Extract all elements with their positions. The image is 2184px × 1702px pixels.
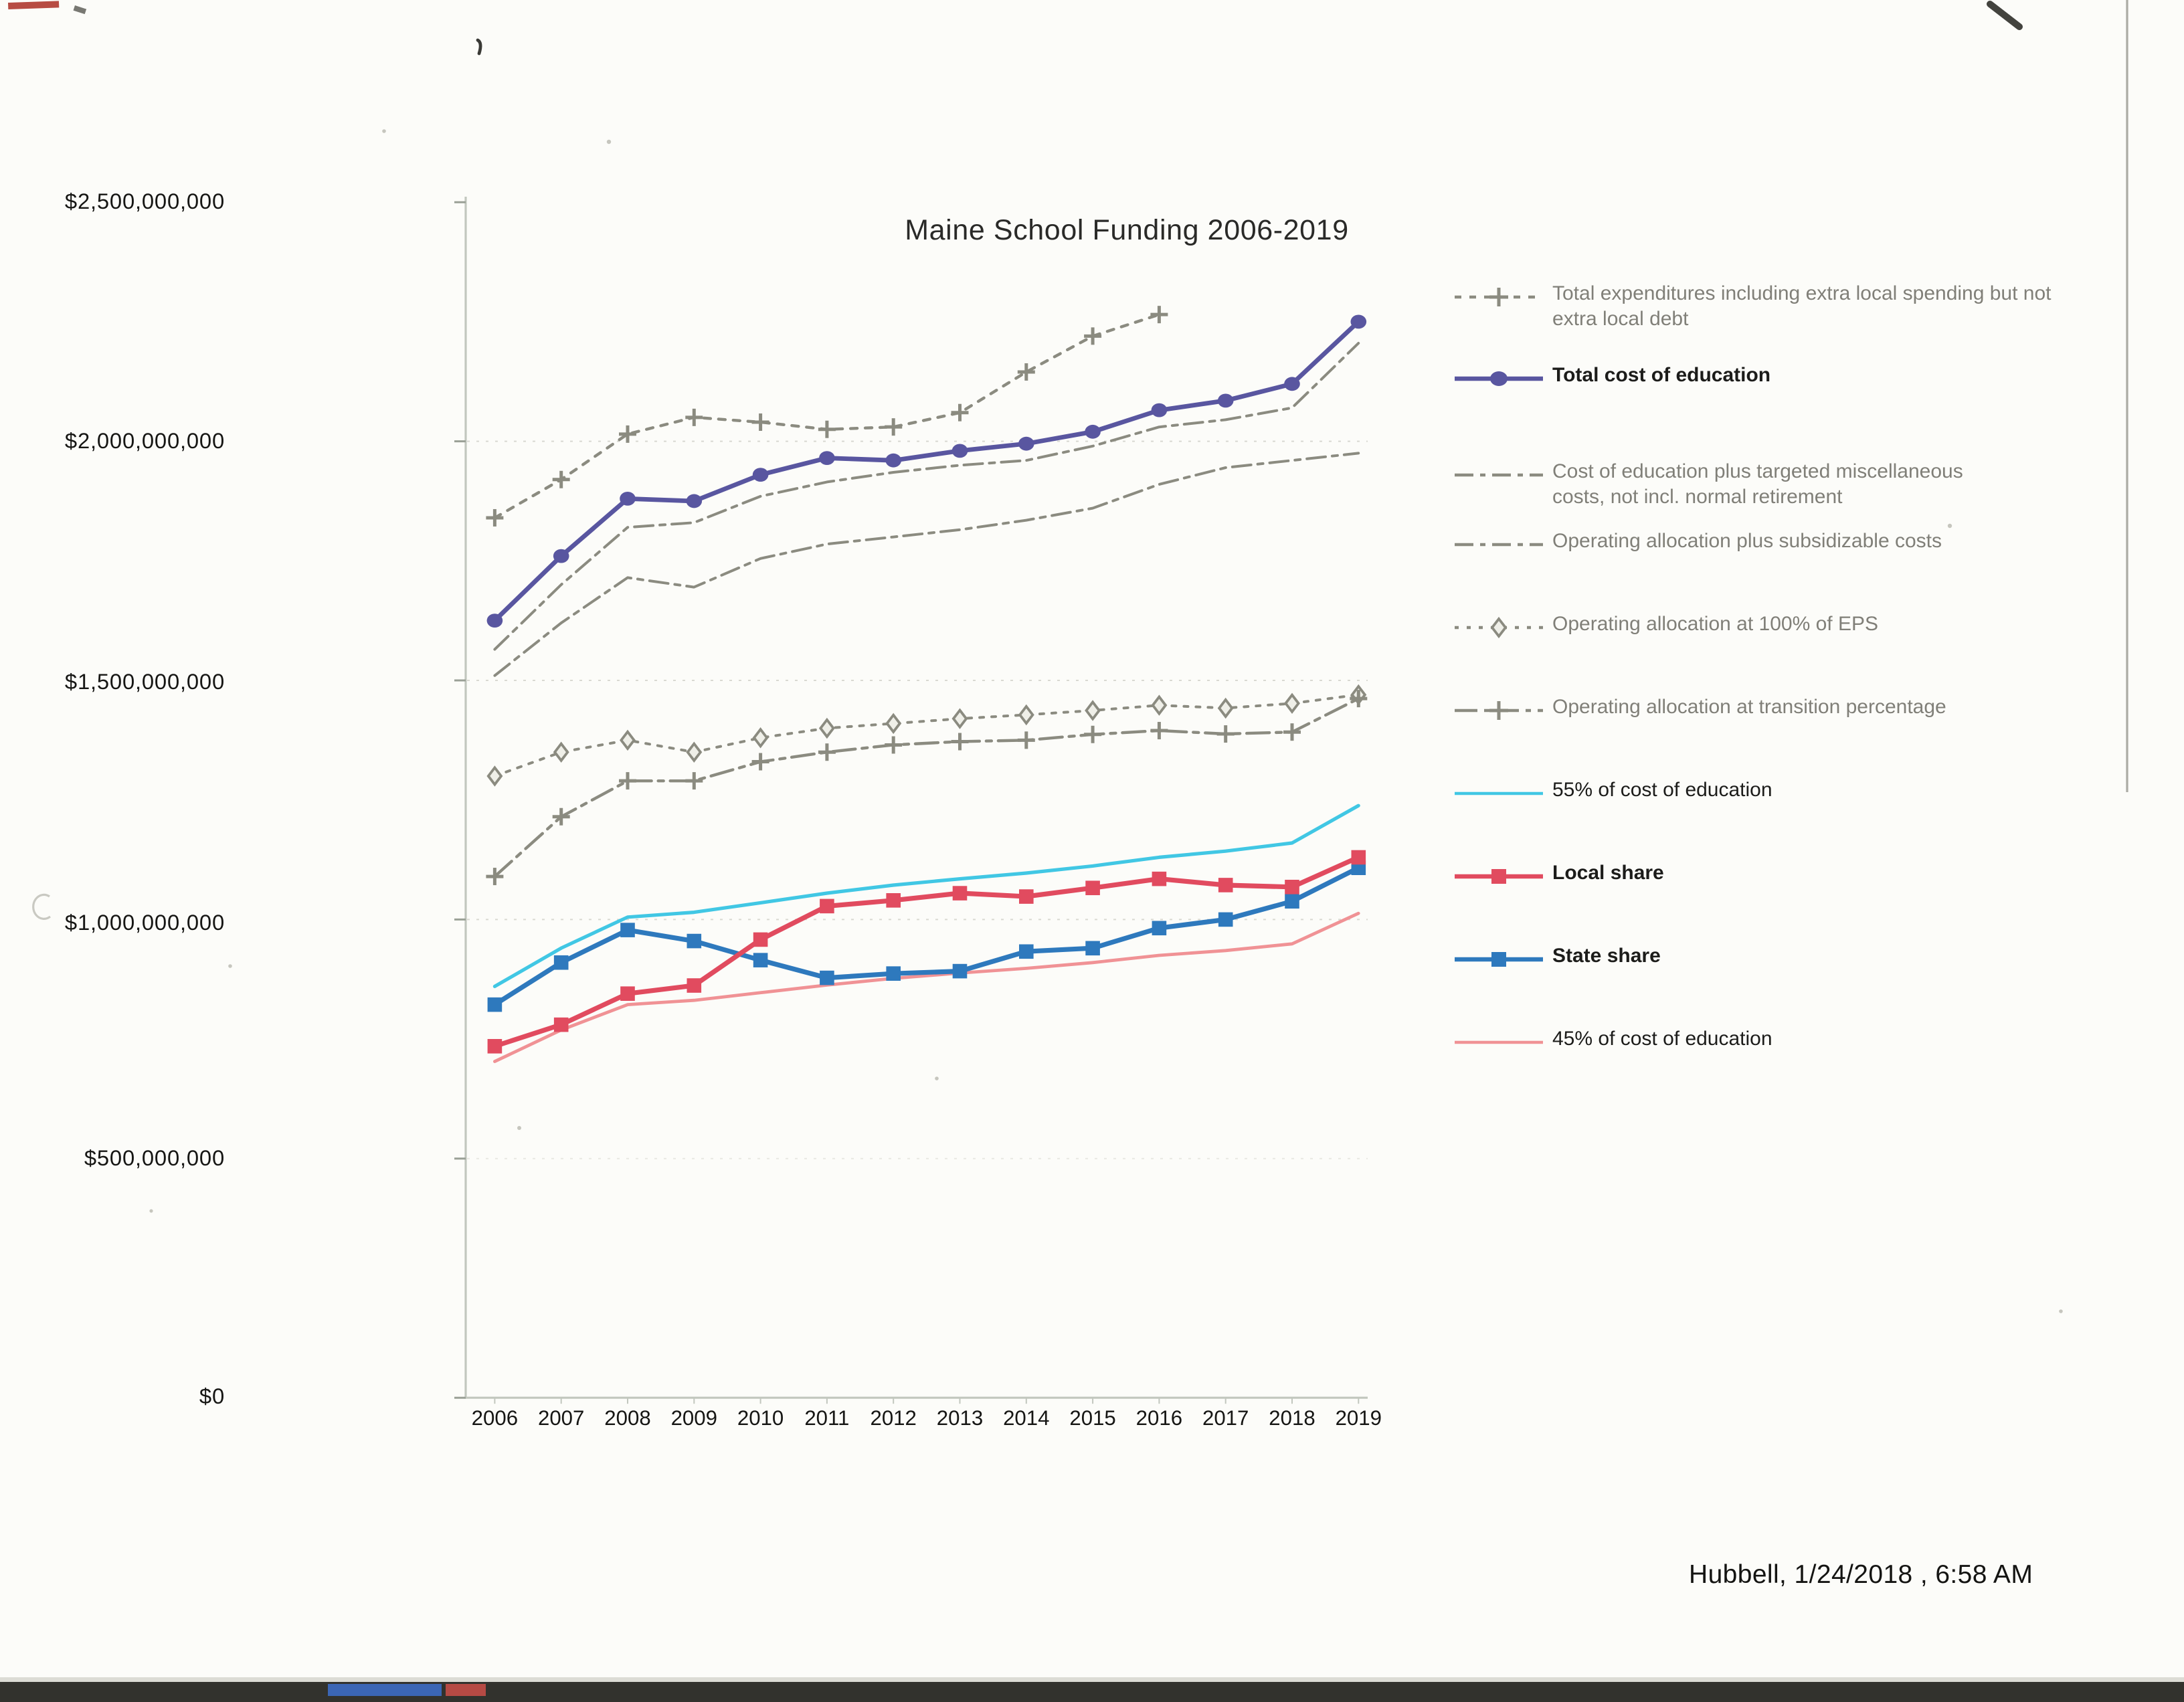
legend-swatch-total-expenditures — [1455, 288, 1543, 306]
legend-label: 55% of cost of education — [1552, 779, 1772, 801]
top-left-smudge — [8, 1, 87, 15]
x-tick-label: 2011 — [804, 1408, 850, 1430]
x-tick-label: 2015 — [1069, 1408, 1116, 1430]
legend-label: Local share — [1552, 862, 1664, 884]
legend-swatch-transition — [1455, 701, 1543, 720]
series-transition — [486, 690, 1368, 886]
y-tick-label: $2,500,000,000 — [64, 189, 225, 213]
legend-item-transition: Operating allocation at transition perce… — [1452, 696, 2014, 721]
legend-swatch-oper-subsid — [1455, 543, 1543, 547]
legend-label: 45% of cost of education — [1552, 1028, 1772, 1050]
x-tick-label: 2013 — [936, 1408, 984, 1430]
x-tick-label: 2006 — [471, 1408, 519, 1430]
x-tick-label: 2014 — [1003, 1408, 1050, 1430]
legend-label: Total cost of education — [1552, 364, 1771, 387]
x-tick-label: 2019 — [1335, 1408, 1382, 1430]
series-local-share — [487, 850, 1366, 1054]
x-tick-label: 2007 — [537, 1408, 585, 1430]
legend-swatch-cost-plus-misc — [1455, 473, 1543, 477]
x-tick-label: 2012 — [870, 1408, 917, 1430]
x-tick-label: 2016 — [1135, 1408, 1183, 1430]
legend-label: Operating allocation at 100% of EPS — [1552, 613, 1878, 636]
legend-item-state-share: State share — [1452, 945, 1847, 969]
series-pct55 — [492, 803, 1360, 988]
series-total-expenditures — [486, 306, 1168, 527]
faint-scan-mark — [32, 893, 52, 920]
legend-label: State share — [1552, 945, 1661, 967]
legend-swatch-eps-100 — [1455, 616, 1543, 639]
x-tick-label: 2017 — [1202, 1408, 1249, 1430]
legend-item-eps-100: Operating allocation at 100% of EPS — [1452, 613, 1994, 639]
legend-item-cost-plus-misc: Cost of education plus targeted miscella… — [1452, 460, 2014, 510]
y-tick-label: $0 — [199, 1385, 225, 1409]
scan-speckles — [149, 129, 2063, 1313]
legend-item-total-expenditures: Total expenditures including extra local… — [1452, 282, 2088, 332]
legend-item-pct45: 45% of cost of education — [1452, 1028, 1994, 1052]
footer-timestamp: Hubbell, 1/24/2018 , 6:58 AM — [1689, 1560, 2033, 1590]
series-pct45 — [493, 911, 1360, 1063]
top-right-smudge — [1987, 1, 2023, 30]
chart-title: Maine School Funding 2006-2019 — [905, 214, 1349, 246]
legend-swatch-total-cost — [1455, 371, 1543, 386]
x-tick-label: 2010 — [737, 1408, 784, 1430]
y-tick-label: $1,000,000,000 — [64, 911, 225, 935]
pen-mark — [476, 38, 482, 56]
legend-label: Cost of education plus targeted miscella… — [1552, 460, 1963, 508]
legend-item-local-share: Local share — [1452, 862, 1847, 886]
y-tick-label: $2,000,000,000 — [64, 430, 225, 454]
legend-label: Total expenditures including extra local… — [1552, 282, 2052, 330]
x-tick-label: 2009 — [670, 1408, 717, 1430]
legend-swatch-local-share — [1455, 869, 1543, 884]
bottom-red-sliver — [446, 1684, 486, 1696]
legend-item-total-cost: Total cost of education — [1452, 364, 1994, 389]
series-total-cost — [486, 314, 1367, 628]
x-tick-label: 2008 — [604, 1408, 651, 1430]
legend-item-pct55: 55% of cost of education — [1452, 779, 1994, 803]
legend-item-oper-subsid: Operating allocation plus subsidizable c… — [1452, 530, 2014, 555]
series-cost-plus-misc — [493, 342, 1360, 651]
y-tick-label: $500,000,000 — [84, 1146, 225, 1170]
legend-swatch-pct45 — [1455, 1040, 1543, 1044]
x-tick-label: 2018 — [1269, 1408, 1315, 1430]
bottom-scan-edge — [0, 1677, 2184, 1702]
legend-swatch-state-share — [1455, 952, 1543, 967]
bottom-blue-sliver — [328, 1684, 442, 1696]
legend-swatch-pct55 — [1455, 791, 1543, 795]
legend-label: Operating allocation at transition perce… — [1552, 696, 1946, 719]
y-tick-label: $1,500,000,000 — [64, 670, 225, 694]
series-eps-100 — [486, 684, 1367, 787]
series-oper-subsid — [493, 452, 1360, 677]
legend-label: Operating allocation plus subsidizable c… — [1552, 530, 1942, 553]
